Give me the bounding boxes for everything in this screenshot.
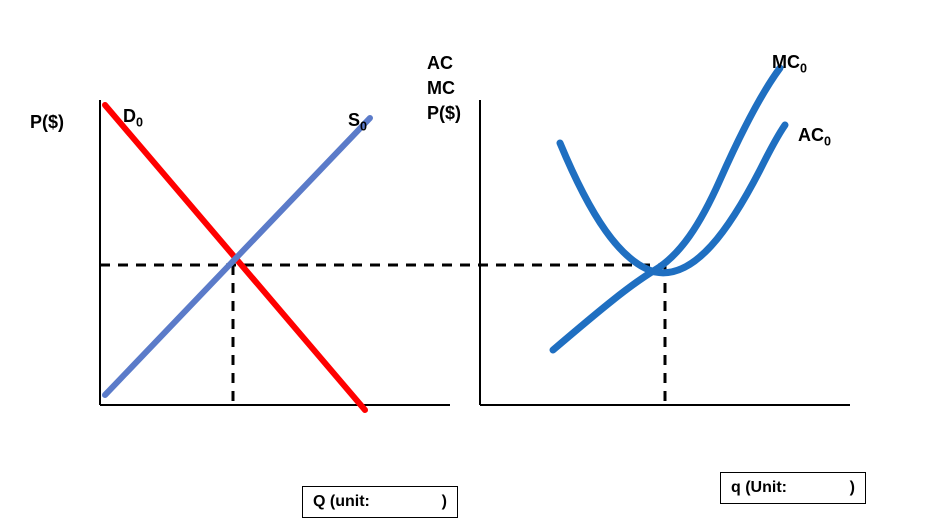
panel2-y-label-ac: AC xyxy=(427,53,453,74)
ac-curve xyxy=(560,125,785,273)
supply-curve xyxy=(105,118,370,395)
q-firm-prefix: q (Unit: xyxy=(731,479,787,496)
mc-label: MC0 xyxy=(772,52,807,76)
q-market-prefix: Q (unit: xyxy=(313,493,370,510)
demand-label: D0 xyxy=(123,106,143,130)
panel2-y-label-mc: MC xyxy=(427,78,455,99)
q-market-suffix: ) xyxy=(442,493,447,511)
panel2-y-label-p: P($) xyxy=(427,103,461,124)
ac-label: AC0 xyxy=(798,125,831,149)
q-firm-suffix: ) xyxy=(850,479,855,497)
q-firm-input-box[interactable]: q (Unit: ) xyxy=(720,472,866,504)
q-market-input-box[interactable]: Q (unit: ) xyxy=(302,486,458,518)
econ-diagram xyxy=(0,0,947,526)
supply-label: S0 xyxy=(348,110,367,134)
panel1-y-label: P($) xyxy=(30,112,64,133)
